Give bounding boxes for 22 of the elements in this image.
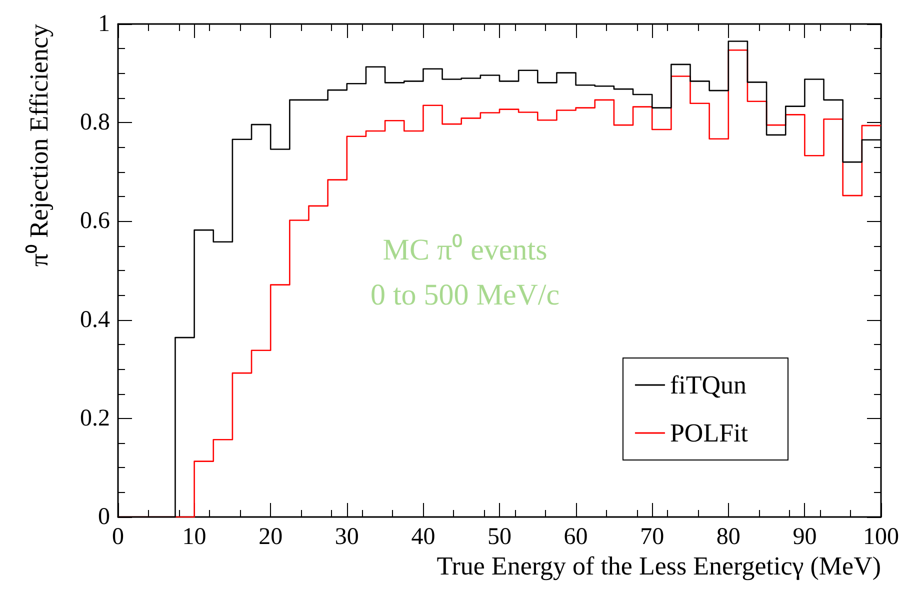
annotation: 0 to 500 MeV/c (370, 278, 560, 312)
annotation: MC π⁰ events (382, 234, 548, 266)
legend-label: fiTQun (670, 370, 747, 400)
x-tick-label: 100 (863, 524, 899, 550)
x-tick-label: 30 (334, 524, 359, 550)
x-axis-title: True Energy of the Less Energeticγ (MeV) (436, 552, 881, 580)
x-tick-label: 10 (182, 524, 206, 550)
y-tick-label: 0.8 (80, 110, 110, 136)
x-tick-label: 60 (564, 524, 588, 550)
x-tick-label: 90 (792, 524, 817, 550)
y-tick-label: 0.4 (80, 306, 110, 333)
y-tick-label: 1 (98, 11, 110, 37)
y-tick-label: 0.6 (80, 208, 110, 234)
y-axis-title: π⁰ Rejection Efficiency (24, 24, 54, 267)
x-tick-label: 80 (716, 524, 740, 550)
x-tick-label: 40 (411, 524, 436, 550)
x-tick-label: 20 (258, 524, 283, 550)
x-tick-label: 70 (640, 524, 664, 550)
legend-label: POLFit (670, 418, 749, 448)
y-tick-label: 0.2 (80, 405, 110, 432)
y-tick-label: 0 (98, 504, 110, 530)
x-tick-label: 50 (488, 524, 512, 550)
